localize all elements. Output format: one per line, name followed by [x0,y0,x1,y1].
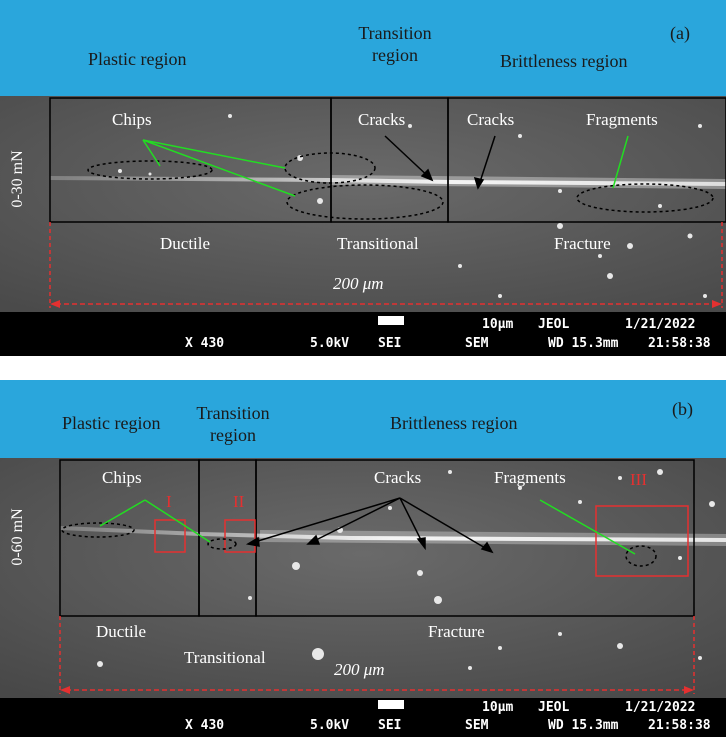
marker-ii-label: II [233,492,245,511]
detector: SEI [378,718,402,733]
instrument-type: SEM [465,718,489,733]
sem-info-bar: 10μm JEOL 1/21/2022 X 430 5.0kV SEI SEM … [0,698,726,737]
chips-label: Chips [102,468,142,487]
date: 1/21/2022 [625,700,696,715]
sem-info-bar: 10μm JEOL 1/21/2022 X 430 5.0kV SEI SEM … [0,312,726,356]
cracks-label: Cracks [374,468,422,487]
plastic-region-label: Plastic region [88,49,187,69]
detector: SEI [378,336,402,351]
instrument-type: SEM [465,336,489,351]
fracture-label: Fracture [554,234,611,253]
scale-bar [378,700,404,709]
scalebar-value: 10μm [482,317,514,332]
voltage: 5.0kV [310,718,350,733]
cracks-label-2: Cracks [467,110,515,129]
scale-bar [378,316,404,325]
transitional-label: Transitional [184,648,266,667]
transition-region-label: Transition region [358,23,432,65]
fragments-label: Fragments [586,110,658,129]
ductile-label: Ductile [160,234,211,253]
panel-b-header: Plastic region Transition region Brittle… [0,380,726,458]
maker: JEOL [538,700,570,715]
panel-a-header: Plastic region Transition region Brittle… [0,0,726,96]
working-distance: WD 15.3mm [548,336,619,351]
ductile-label: Ductile [96,622,147,641]
fragments-label: Fragments [494,468,566,487]
sem-overlay [0,458,726,698]
sem-overlay [0,96,726,312]
working-distance: WD 15.3mm [548,718,619,733]
load-label: 0-30 mN [9,150,26,208]
magnification: X 430 [185,718,225,733]
scale-length-label: 200 μm [334,660,385,679]
chips-label: Chips [112,110,152,129]
marker-box-i [154,519,186,553]
marker-box-iii [595,505,689,577]
time: 21:58:38 [648,336,711,351]
sem-image: 0-60 mN Chips Cracks Fragments I II III … [0,458,726,698]
plastic-region-label: Plastic region [62,413,161,433]
marker-i-label: I [166,492,172,511]
time: 21:58:38 [648,718,711,733]
scalebar-value: 10μm [482,700,514,715]
scale-length-label: 200 μm [333,274,384,293]
voltage: 5.0kV [310,336,350,351]
panel-b: Plastic region Transition region Brittle… [0,380,726,737]
magnification: X 430 [185,336,225,351]
cracks-label-1: Cracks [358,110,406,129]
panel-a: Plastic region Transition region Brittle… [0,0,726,356]
maker: JEOL [538,317,570,332]
transitional-label: Transitional [337,234,419,253]
brittleness-region-label: Brittleness region [390,413,518,433]
panel-label: (b) [672,399,693,419]
transition-region-label: Transition region [196,403,270,445]
marker-iii-label: III [630,470,647,489]
marker-box-ii [224,519,256,553]
brittleness-region-box [447,97,726,223]
brittleness-region-box [255,459,695,617]
sem-image: 0-30 mN Chips Cracks Cracks Fragments Du… [0,96,726,312]
date: 1/21/2022 [625,317,696,332]
fracture-label: Fracture [428,622,485,641]
brittleness-region-label: Brittleness region [500,51,628,71]
panel-label: (a) [670,23,690,43]
load-label: 0-60 mN [9,508,26,566]
